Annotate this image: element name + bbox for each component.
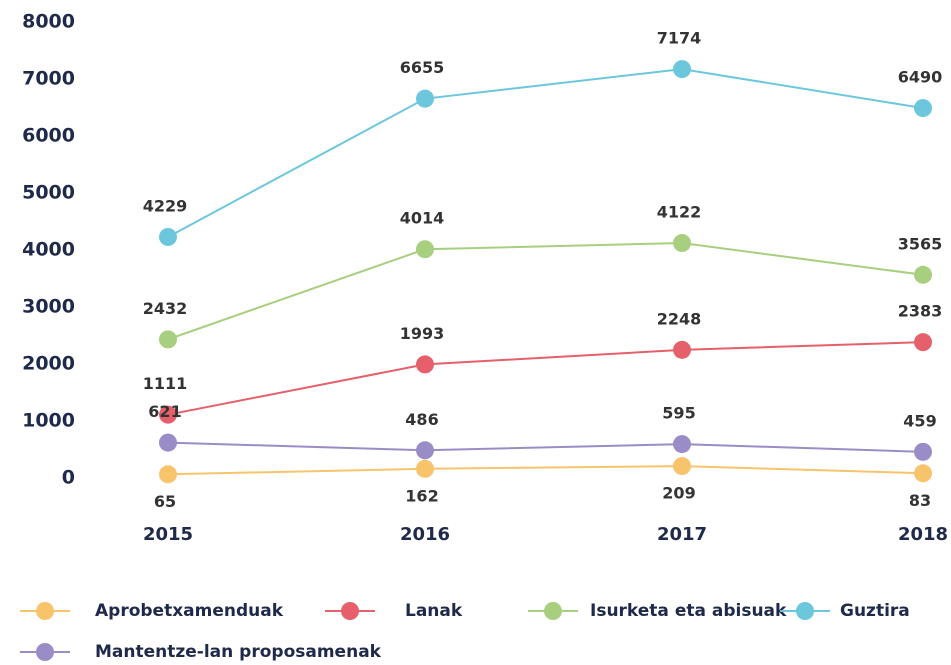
data-label: 7174 — [657, 29, 702, 48]
data-label: 83 — [909, 491, 931, 510]
data-label: 65 — [154, 492, 176, 511]
y-tick-label: 2000 — [22, 353, 75, 375]
y-tick-label: 0 — [62, 467, 75, 489]
data-point — [159, 227, 177, 246]
y-tick-label: 3000 — [22, 296, 75, 318]
y-tick-label: 1000 — [22, 410, 75, 432]
x-tick-label: 2018 — [898, 524, 948, 545]
data-point — [914, 442, 932, 461]
data-label: 2432 — [143, 299, 188, 318]
data-label: 1993 — [400, 324, 445, 343]
data-label: 162 — [405, 486, 438, 505]
data-point — [159, 405, 177, 424]
data-point — [416, 355, 434, 374]
data-label: 621 — [148, 402, 181, 421]
data-label: 1111 — [143, 374, 188, 393]
data-label: 6655 — [400, 58, 445, 77]
legend-label: Mantentze-lan proposamenak — [95, 642, 382, 662]
series-line — [167, 242, 924, 341]
y-tick-label: 8000 — [22, 11, 75, 33]
data-point — [416, 459, 434, 478]
y-tick-label: 6000 — [22, 125, 75, 147]
y-tick-label: 5000 — [22, 182, 75, 204]
data-point — [673, 435, 691, 454]
x-tick-label: 2017 — [657, 524, 707, 545]
y-tick-label: 7000 — [22, 68, 75, 90]
legend-marker — [36, 643, 54, 661]
data-label: 3565 — [898, 234, 943, 253]
data-point — [914, 265, 932, 284]
x-tick-label: 2016 — [400, 524, 450, 545]
data-point — [416, 89, 434, 108]
data-point — [914, 464, 932, 483]
data-point — [416, 441, 434, 460]
data-point — [673, 340, 691, 359]
legend-label: Aprobetxamenduak — [95, 601, 284, 621]
data-label: 6490 — [898, 68, 943, 87]
data-label: 486 — [405, 410, 438, 429]
data-point — [914, 99, 932, 118]
legend-marker — [544, 602, 562, 620]
data-point — [416, 240, 434, 259]
x-tick-label: 2015 — [143, 524, 193, 545]
series-line — [167, 68, 924, 238]
data-label: 595 — [662, 404, 695, 423]
data-point — [914, 333, 932, 352]
legend-label: Isurketa eta abisuak — [590, 601, 787, 621]
legend-marker — [796, 602, 814, 620]
data-point — [673, 60, 691, 79]
data-label: 2383 — [898, 302, 943, 321]
legend-label: Guztira — [840, 601, 910, 621]
data-label: 4014 — [400, 209, 445, 228]
data-point — [673, 457, 691, 476]
legend-marker — [36, 602, 54, 620]
legend-marker — [341, 602, 359, 620]
series-line — [167, 341, 924, 416]
data-point — [159, 330, 177, 349]
legend-label: Lanak — [405, 601, 463, 621]
data-label: 4122 — [657, 203, 702, 222]
data-point — [159, 433, 177, 452]
y-tick-label: 4000 — [22, 239, 75, 261]
data-label: 209 — [662, 484, 695, 503]
data-label: 4229 — [143, 196, 188, 215]
data-point — [673, 234, 691, 253]
series-line — [167, 441, 924, 453]
data-label: 2248 — [657, 309, 702, 328]
data-label: 459 — [903, 411, 936, 430]
data-point — [159, 465, 177, 484]
series-line — [167, 465, 924, 476]
